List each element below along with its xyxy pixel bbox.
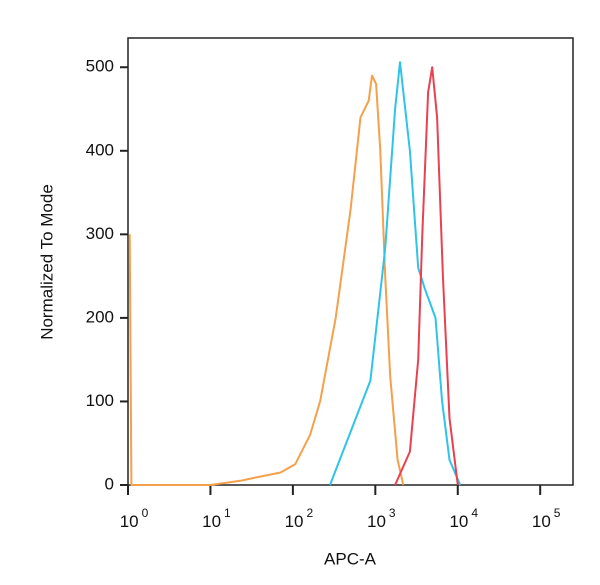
x-tick-base: 10 <box>120 512 139 531</box>
x-tick-exponent: 2 <box>306 506 313 520</box>
x-tick-exponent: 5 <box>554 506 561 520</box>
series-line <box>128 74 405 486</box>
y-tick-label: 300 <box>86 224 114 243</box>
x-tick-label: 10 5 <box>532 506 561 531</box>
x-tick-exponent: 1 <box>224 506 231 520</box>
y-tick-label: 400 <box>86 140 114 159</box>
plot-frame <box>127 37 574 486</box>
x-tick-base: 10 <box>367 512 386 531</box>
y-tick-label: 500 <box>86 57 114 76</box>
series-line <box>329 61 462 486</box>
y-tick-label: 0 <box>105 474 114 493</box>
x-tick-base: 10 <box>449 512 468 531</box>
x-axis-label: APC-A <box>324 549 377 568</box>
x-tick-label: 10 2 <box>285 506 314 531</box>
x-tick-base: 10 <box>532 512 551 531</box>
x-tick-base: 10 <box>285 512 304 531</box>
x-tick-base: 10 <box>202 512 221 531</box>
series-line <box>394 66 459 486</box>
y-tick-label: 100 <box>86 391 114 410</box>
x-tick-exponent: 3 <box>389 506 396 520</box>
y-axis-label: Normalized To Mode <box>37 184 56 340</box>
x-tick-label: 10 3 <box>367 506 396 531</box>
x-tick-exponent: 4 <box>471 506 478 520</box>
y-tick-label: 200 <box>86 307 114 326</box>
x-tick-label: 10 1 <box>202 506 231 531</box>
x-tick-exponent: 0 <box>142 506 149 520</box>
x-tick-label: 10 0 <box>120 506 149 531</box>
x-tick-label: 10 4 <box>449 506 478 531</box>
